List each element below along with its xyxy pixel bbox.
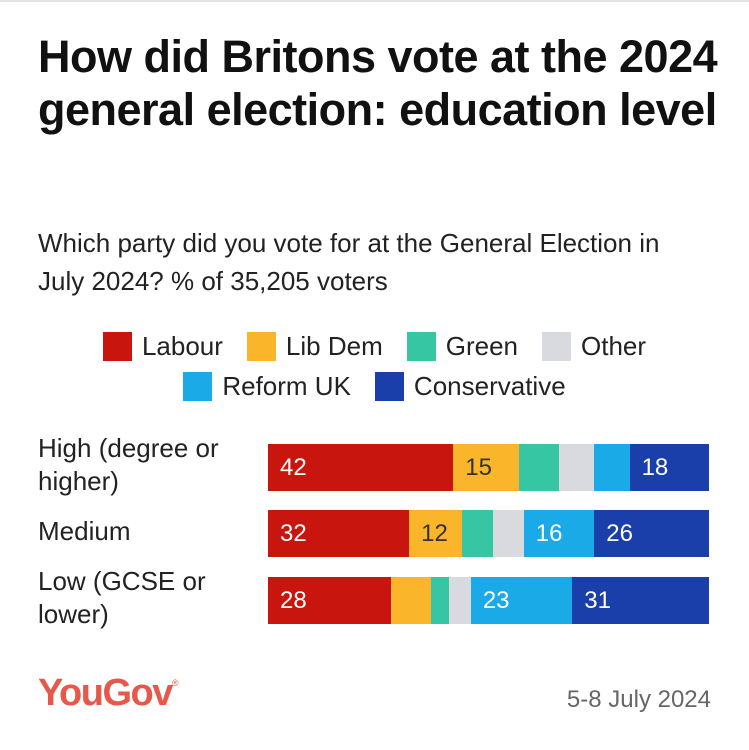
legend-swatch-lib-dem <box>246 331 276 361</box>
data-label-conservative: 31 <box>584 586 611 614</box>
bar-medium: 32 12 16 26 <box>268 510 709 557</box>
bar-segment-labour: 28 <box>268 577 392 624</box>
data-label-lib-dem: 15 <box>465 453 492 481</box>
bar-segment-lib-dem <box>391 577 432 624</box>
legend-swatch-reform-uk <box>183 371 213 401</box>
logo-registered-mark: ® <box>171 678 179 688</box>
data-label-conservative: 26 <box>606 519 633 547</box>
bar-segment-other <box>492 510 524 557</box>
chart-title: How did Britons vote at the 2024 general… <box>38 31 718 135</box>
bar-high: 42 15 18 <box>268 444 709 491</box>
category-label-high: High (degree or higher) <box>38 433 219 496</box>
bar-segment-green <box>519 444 560 491</box>
data-label-labour: 32 <box>280 519 307 547</box>
bar-low: 28 23 31 <box>268 577 709 624</box>
legend-item-reform-uk: Reform UK <box>183 371 351 402</box>
data-label-reform-uk: 23 <box>482 586 510 614</box>
legend-swatch-green <box>406 331 436 361</box>
logo-text: YouGov <box>38 672 173 714</box>
bar-segment-green <box>462 510 493 557</box>
data-label-labour: 28 <box>280 586 307 614</box>
legend-item-green: Green <box>406 330 519 362</box>
legend-swatch-conservative <box>374 371 404 401</box>
legend-label-lib-dem: Lib Dem <box>285 330 383 361</box>
bar-segment-lib-dem: 12 <box>409 510 463 557</box>
bar-segment-reform-uk: 16 <box>523 510 595 557</box>
legend-item-labour: Labour <box>102 330 223 362</box>
bar-segment-reform-uk <box>594 444 630 491</box>
legend: Labour Lib Dem Green Other Reform UK Con… <box>0 326 749 406</box>
survey-date: 5-8 July 2024 <box>566 686 711 713</box>
legend-item-other: Other <box>542 331 646 362</box>
legend-label-labour: Labour <box>141 330 223 361</box>
bar-segment-other <box>559 444 595 491</box>
data-label-lib-dem: 12 <box>421 519 448 547</box>
category-label-low: Low (GCSE or lower) <box>38 566 206 629</box>
legend-item-conservative: Conservative <box>374 370 566 402</box>
legend-label-other: Other <box>581 330 647 361</box>
bar-segment-conservative: 26 <box>594 510 709 557</box>
bar-segment-other <box>448 577 471 624</box>
chart-subtitle: Which party did you vote for at the Gene… <box>38 228 660 296</box>
bar-segment-green <box>431 577 449 624</box>
legend-swatch-other <box>542 331 572 361</box>
bar-segment-labour: 42 <box>268 444 454 491</box>
legend-label-conservative: Conservative <box>413 370 566 401</box>
legend-row-1: Labour Lib Dem Green Other <box>0 326 749 366</box>
legend-item-lib-dem: Lib Dem <box>246 330 383 362</box>
data-label-conservative: 18 <box>641 453 669 481</box>
bar-segment-reform-uk: 23 <box>470 577 573 624</box>
data-label-labour: 42 <box>280 453 307 481</box>
data-label-reform-uk: 16 <box>535 519 563 547</box>
yougov-logo: YouGov® <box>38 672 179 715</box>
bar-segment-labour: 32 <box>268 510 410 557</box>
legend-label-green: Green <box>445 330 519 361</box>
bar-segment-conservative: 18 <box>629 444 709 491</box>
bar-segment-conservative: 31 <box>572 577 709 624</box>
category-label-medium: Medium <box>38 516 131 546</box>
legend-row-2: Reform UK Conservative <box>0 366 749 406</box>
legend-swatch-labour <box>102 331 132 361</box>
top-divider <box>0 0 749 2</box>
legend-label-reform-uk: Reform UK <box>222 370 351 401</box>
bar-segment-lib-dem: 15 <box>453 444 520 491</box>
